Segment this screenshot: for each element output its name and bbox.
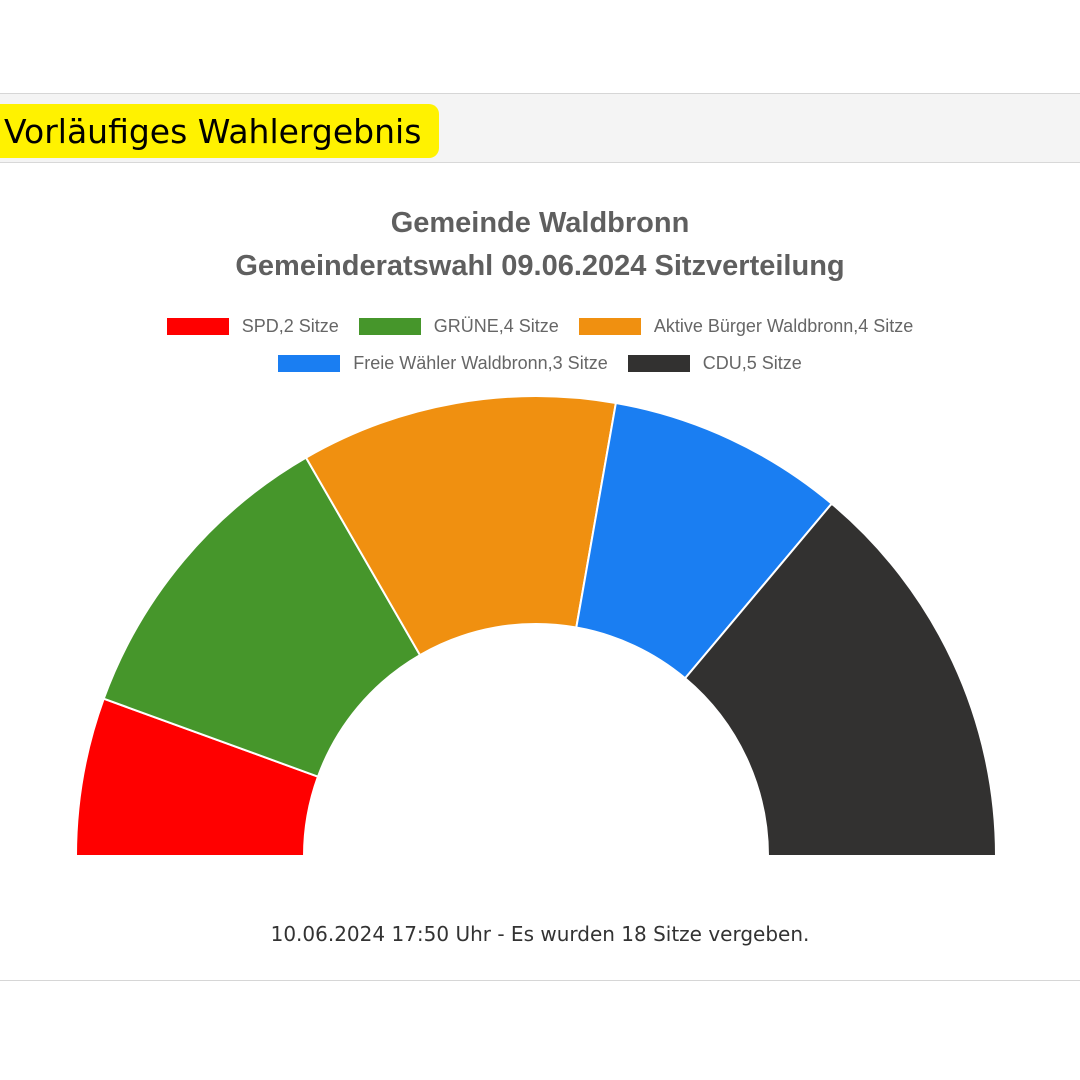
legend-item-gruene[interactable]: GRÜNE,4 Sitze — [358, 316, 559, 337]
legend-row-1: SPD,2 Sitze GRÜNE,4 Sitze Aktive Bürger … — [0, 316, 1080, 337]
slice-gruene[interactable] — [102, 456, 422, 778]
legend-item-freie-waehler[interactable]: Freie Wähler Waldbronn,3 Sitze — [278, 353, 608, 374]
footer-note: 10.06.2024 17:50 Uhr - Es wurden 18 Sitz… — [270, 922, 810, 946]
legend-item-spd[interactable]: SPD,2 Sitze — [166, 316, 339, 337]
legend-swatch-freie-waehler — [278, 355, 341, 372]
legend-label-spd: SPD,2 Sitze — [241, 316, 339, 336]
legend-row-2: Freie Wähler Waldbronn,3 Sitze CDU,5 Sit… — [0, 353, 1080, 374]
legend-item-aktive-buerger[interactable]: Aktive Bürger Waldbronn,4 Sitze — [578, 316, 914, 337]
seat-distribution-chart — [74, 395, 998, 857]
result-panel: Vorläufiges Wahlergebnis Gemeinde Waldbr… — [0, 93, 1080, 981]
legend-label-gruene: GRÜNE,4 Sitze — [433, 316, 559, 336]
legend-label-cdu: CDU,5 Sitze — [702, 353, 802, 373]
slice-cdu[interactable] — [683, 502, 998, 857]
legend-swatch-cdu — [627, 355, 690, 372]
legend-item-cdu[interactable]: CDU,5 Sitze — [627, 353, 802, 374]
legend-swatch-gruene — [358, 318, 421, 335]
slice-aktive-buerger-waldbronn[interactable] — [304, 395, 618, 657]
panel-header: Vorläufiges Wahlergebnis — [0, 94, 1080, 163]
legend-label-aktive-buerger: Aktive Bürger Waldbronn,4 Sitze — [653, 316, 914, 336]
result-badge: Vorläufiges Wahlergebnis — [0, 104, 440, 158]
legend-swatch-aktive-buerger — [578, 318, 641, 335]
chart-title: Gemeinde Waldbronn — [390, 207, 690, 239]
legend-label-freie-waehler: Freie Wähler Waldbronn,3 Sitze — [353, 353, 608, 373]
legend-swatch-spd — [166, 318, 229, 335]
chart-subtitle: Gemeinderatswahl 09.06.2024 Sitzverteilu… — [235, 250, 845, 282]
